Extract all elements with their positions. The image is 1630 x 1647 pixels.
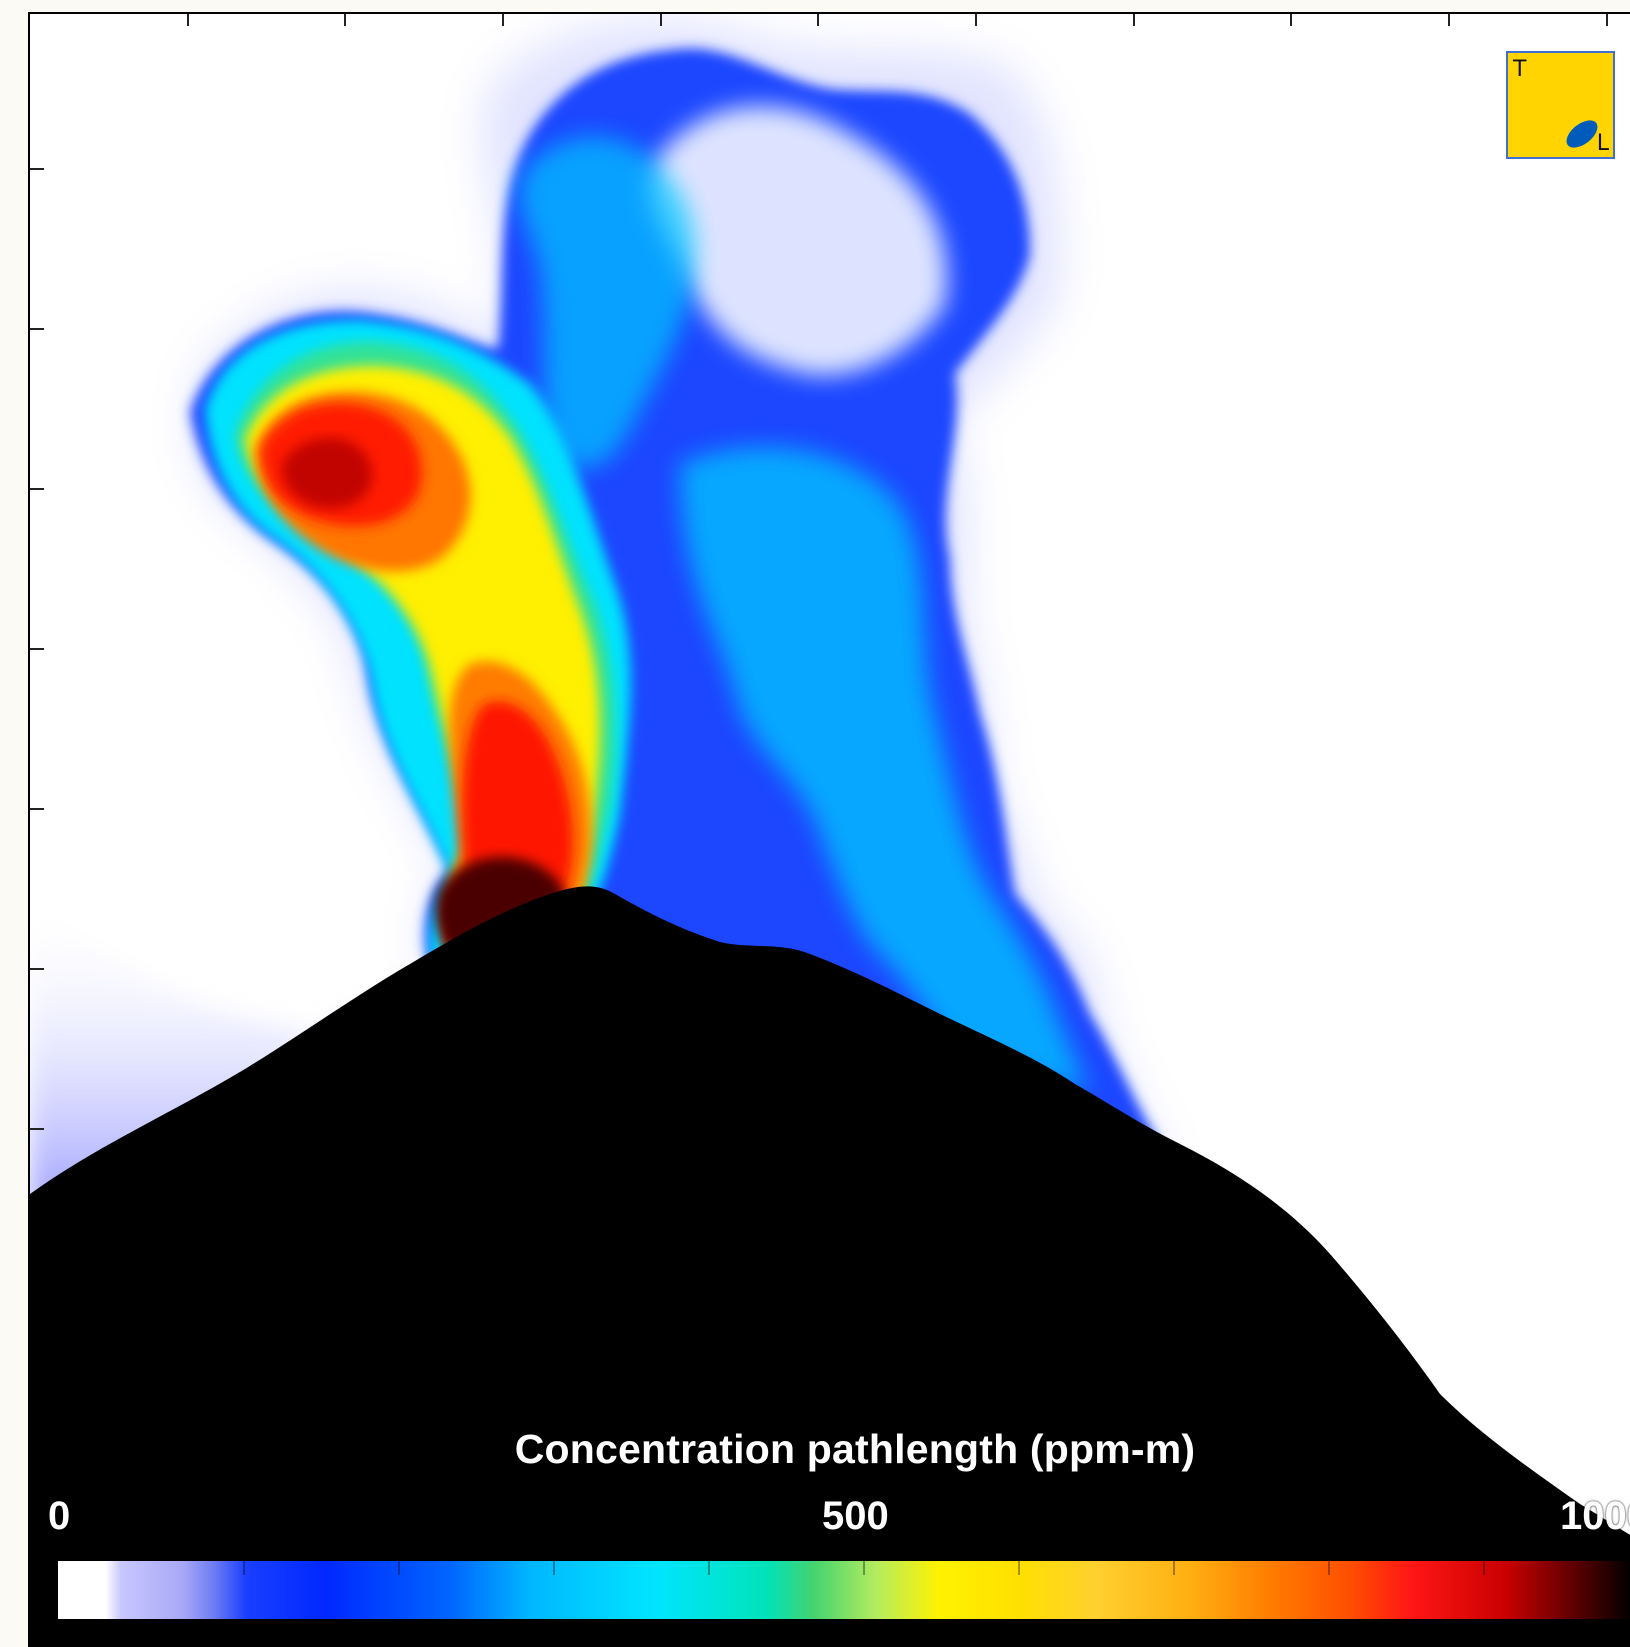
plume-figure: T L Concentration pathlength (ppm-m) 0 5…	[28, 12, 1630, 1647]
inset-top-label: T	[1513, 57, 1527, 82]
colorbar-title: Concentration pathlength (ppm-m)	[514, 1426, 1196, 1472]
camera-orientation-inset: T L	[1506, 51, 1615, 159]
concentration-colorbar	[58, 1561, 1630, 1619]
plume-clear-hole	[649, 105, 947, 376]
inset-bottom-label: L	[1596, 131, 1609, 156]
plume-cyan-upper	[519, 136, 696, 469]
plume-red-dark-left	[282, 437, 373, 509]
image-frame-ticks	[30, 14, 1608, 1130]
volcano-plume-image	[30, 14, 1630, 1647]
colorbar-mid-label: 500	[822, 1494, 889, 1538]
colorbar-ticks	[58, 1561, 1630, 1619]
colorbar-max-label: 1000	[1560, 1494, 1630, 1538]
plume-cyan-right	[680, 447, 1090, 1094]
colorbar-min-label: 0	[48, 1494, 71, 1538]
volcano-silhouette	[30, 886, 1630, 1647]
plume-dark-vent	[435, 857, 567, 954]
